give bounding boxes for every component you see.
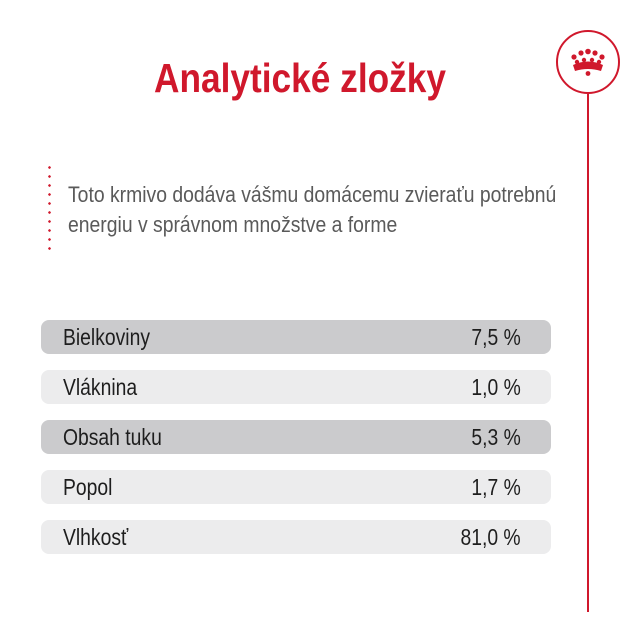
- dotted-divider: [48, 163, 51, 251]
- nutrient-label: Bielkoviny: [63, 324, 150, 350]
- nutrient-row-fiber: Vláknina 1,0 %: [41, 370, 551, 404]
- nutrient-label: Vláknina: [63, 374, 138, 400]
- nutrient-row-moisture: Vlhkosť 81,0 %: [41, 520, 551, 554]
- nutrient-value: 1,7 %: [471, 474, 521, 500]
- nutrient-label: Popol: [63, 474, 113, 500]
- nutrient-label: Vlhkosť: [63, 524, 129, 550]
- page-title: Analytické zložky: [154, 55, 446, 101]
- nutrient-row-protein: Bielkoviny 7,5 %: [41, 320, 551, 354]
- intro-text: Toto krmivo dodáva vášmu domácemu zviera…: [68, 182, 557, 237]
- nutrient-row-ash: Popol 1,7 %: [41, 470, 551, 504]
- brand-logo: [556, 30, 620, 94]
- nutrient-value: 5,3 %: [471, 424, 521, 450]
- nutrient-value: 7,5 %: [471, 324, 521, 350]
- crown-icon: [571, 48, 605, 76]
- nutrient-row-fat: Obsah tuku 5,3 %: [41, 420, 551, 454]
- nutrient-label: Obsah tuku: [63, 424, 162, 450]
- nutrient-value: 1,0 %: [471, 374, 521, 400]
- nutrient-table: Bielkoviny 7,5 % Vláknina 1,0 % Obsah tu…: [41, 320, 551, 570]
- nutrient-value: 81,0 %: [460, 524, 521, 550]
- decorative-line: [587, 94, 589, 612]
